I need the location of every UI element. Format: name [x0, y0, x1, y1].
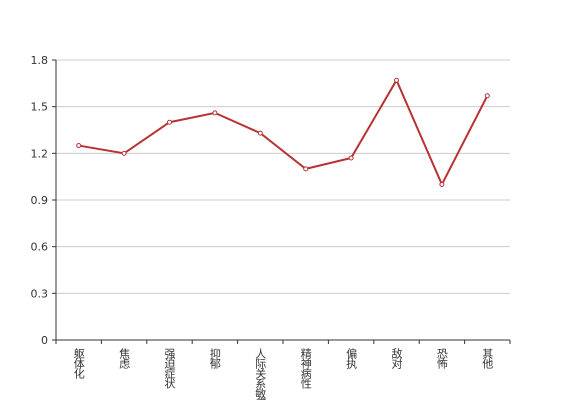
data-point [121, 150, 127, 156]
x-tick-label: 恐怖 [435, 348, 448, 369]
x-tick-label: 敌对 [390, 347, 403, 369]
data-line [78, 78, 489, 187]
x-tick-label: 精神病性 [299, 348, 312, 390]
data-point [212, 110, 218, 116]
x-tick-label: 强迫症状 [163, 348, 176, 389]
data-point [439, 181, 445, 187]
y-tick-label: 1.5 [31, 101, 49, 114]
y-tick-label: 1.2 [31, 147, 49, 160]
y-tick-label: 1.8 [31, 54, 49, 67]
x-tick-label: 抑郁 [208, 347, 221, 369]
y-tick-label: 0 [41, 334, 48, 347]
data-point [484, 93, 490, 99]
x-tick-label: 人际关系敏感 [254, 348, 267, 400]
y-tick-label: 0.6 [31, 241, 49, 254]
data-point [76, 143, 82, 149]
data-point [394, 77, 399, 83]
y-tick-label: 0.9 [31, 194, 49, 207]
data-point [257, 130, 263, 136]
x-tick-label: 偏执 [345, 347, 358, 370]
data-point [167, 119, 172, 125]
data-point [348, 155, 354, 161]
x-tick-label: 焦虑 [118, 348, 131, 369]
x-tick-label: 躯体化 [72, 348, 85, 380]
data-point [303, 166, 309, 172]
x-tick-label: 其他 [481, 348, 494, 369]
y-tick-label: 0.3 [31, 287, 49, 300]
